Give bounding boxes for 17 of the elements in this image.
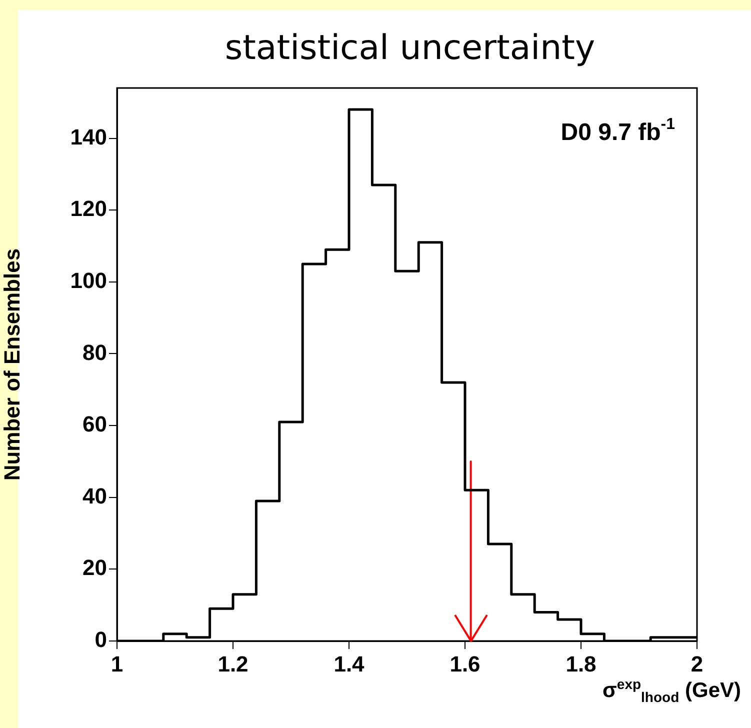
x-tick-label: 2 bbox=[690, 651, 704, 676]
y-tick-label: 60 bbox=[82, 412, 107, 437]
y-tick-label: 120 bbox=[70, 196, 107, 222]
y-tick-label: 100 bbox=[70, 268, 107, 293]
y-axis-title: Number of Ensembles bbox=[0, 248, 24, 481]
x-axis-title: σ$^{exp}$$_{lhood}$ (GeV) bbox=[602, 676, 741, 706]
y-tick-label: 20 bbox=[82, 555, 107, 580]
chart-title: statistical uncertainty bbox=[224, 28, 596, 68]
x-tick-label: 1.8 bbox=[566, 651, 596, 676]
y-tick-label: 0 bbox=[94, 627, 107, 652]
x-tick-label: 1.2 bbox=[218, 651, 248, 676]
y-tick-label: 140 bbox=[70, 124, 107, 150]
y-tick-label: 40 bbox=[82, 483, 107, 508]
x-tick-label: 1.6 bbox=[450, 651, 480, 676]
x-tick-label: 1 bbox=[110, 651, 124, 676]
y-tick-label: 80 bbox=[82, 340, 107, 365]
x-tick-label: 1.4 bbox=[334, 651, 366, 676]
